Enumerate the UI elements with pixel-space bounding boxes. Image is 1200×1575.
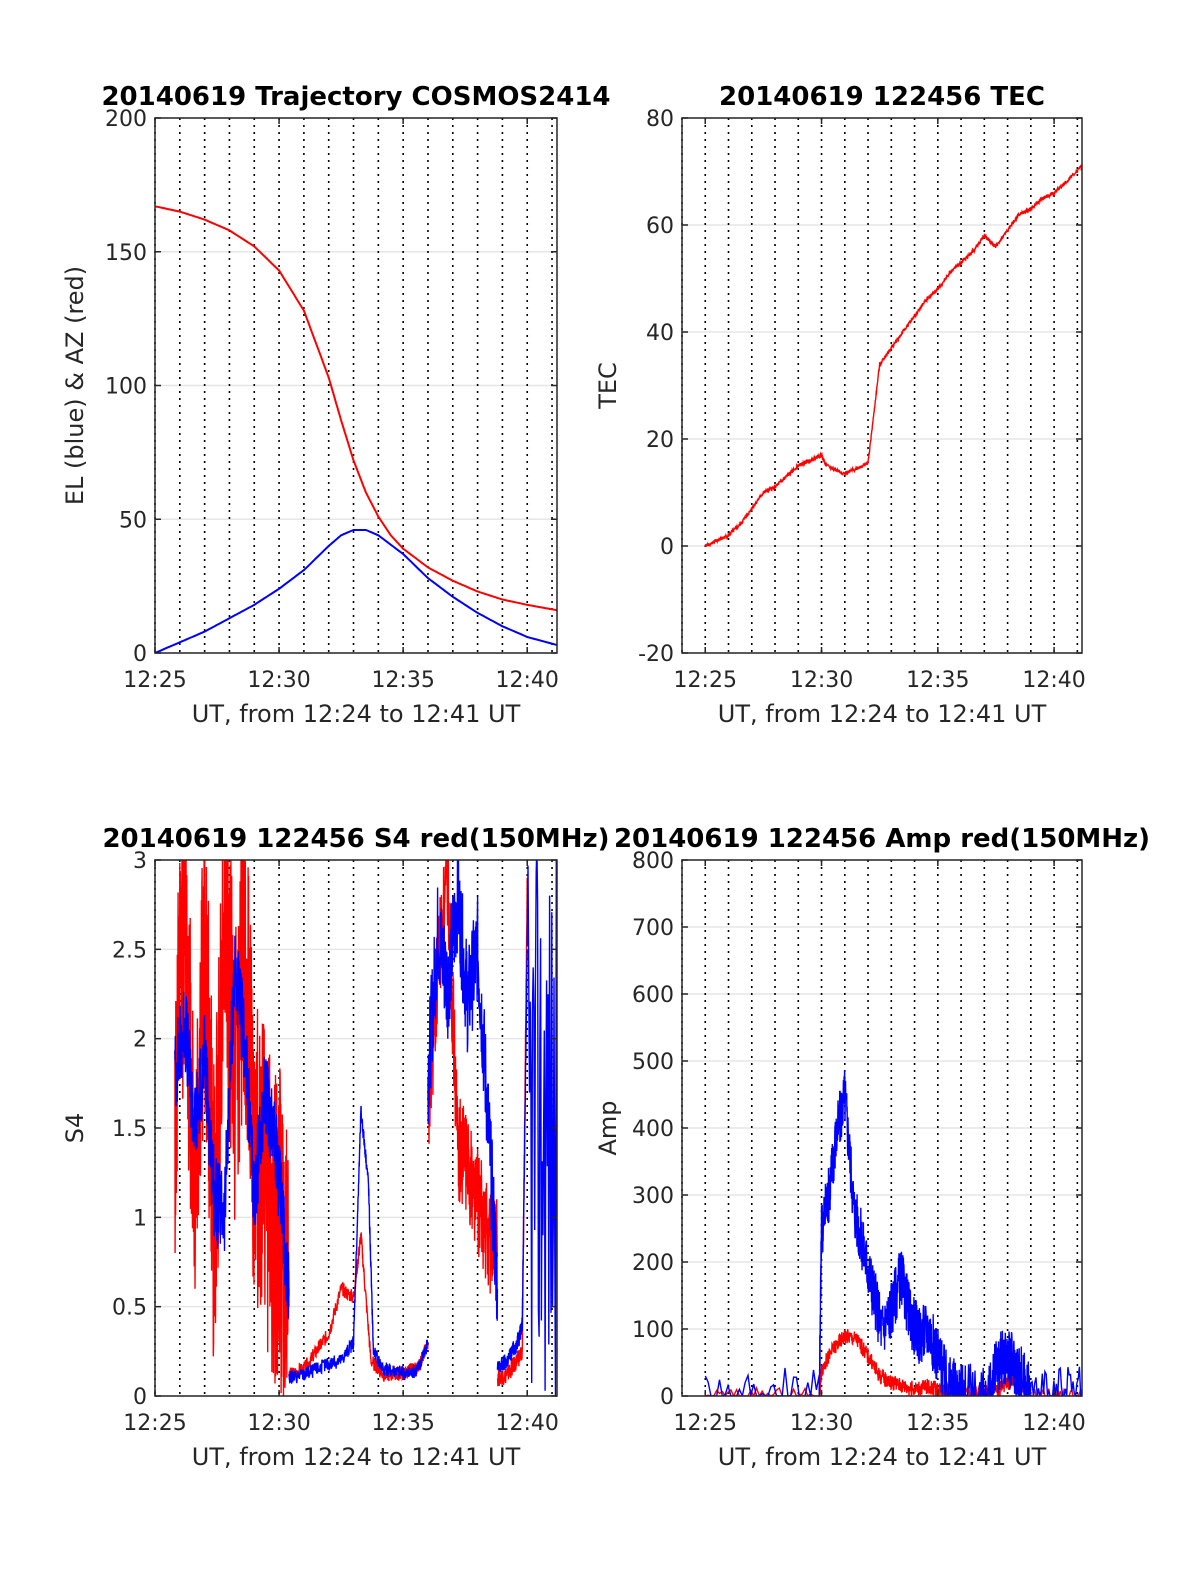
y-tick-label: 500 — [632, 1050, 674, 1075]
y-tick-label: 0 — [660, 535, 674, 560]
x-axis-label: UT, from 12:24 to 12:41 UT — [718, 700, 1047, 728]
y-tick-label: 200 — [632, 1251, 674, 1276]
y-tick-label: 100 — [105, 375, 147, 400]
y-tick-label: 2 — [133, 1028, 147, 1053]
x-axis-label: UT, from 12:24 to 12:41 UT — [192, 700, 521, 728]
y-axis-label: Amp — [594, 1100, 622, 1155]
chart-panel-3: 0 0.5 1 1.5 2 2.5 3 12:25 12:30 12:35 12:40 2014061… — [61, 824, 610, 1471]
series-line-8 — [496, 949, 528, 1372]
x-tick-label: 12:30 — [247, 1411, 310, 1436]
series-line-6 — [288, 1105, 429, 1384]
y-tick-label: 400 — [632, 1117, 674, 1142]
y-tick-label: 0.5 — [112, 1296, 147, 1321]
series-line-2 — [155, 529, 557, 653]
chart-title: 20140619 122456 TEC — [719, 82, 1045, 112]
y-tick-label: 0 — [660, 1385, 674, 1410]
y-tick-label: 0 — [133, 642, 147, 667]
y-tick-label: -20 — [638, 642, 674, 667]
x-tick-label: 12:30 — [247, 668, 310, 693]
series-line-1 — [155, 205, 557, 612]
x-tick-label: 12:25 — [123, 668, 186, 693]
chart-panel-1: 0 50 100 150 200 12:25 12:30 12:35 12:40 20140619… — [61, 82, 611, 728]
y-tick-label: 40 — [646, 321, 674, 346]
x-axis-label: UT, from 12:24 to 12:41 UT — [192, 1443, 521, 1471]
x-tick-label: 12:40 — [496, 668, 559, 693]
series-line-1 — [705, 1329, 1082, 1396]
y-tick-label: 80 — [646, 107, 674, 132]
chart-panel-2: -20 0 20 40 60 80 12:25 12:30 12:35 12:40 20140619… — [594, 82, 1086, 728]
y-tick-label: 50 — [119, 508, 147, 533]
x-tick-label: 12:40 — [1022, 668, 1085, 693]
chart-title: 20140619 122456 Amp red(150MHz) — [614, 824, 1150, 854]
x-tick-label: 12:40 — [496, 1411, 559, 1436]
series-line-9 — [526, 860, 557, 1396]
x-tick-label: 12:35 — [906, 668, 969, 693]
series-line-7 — [427, 860, 499, 1321]
y-tick-label: 2.5 — [112, 938, 147, 963]
y-tick-label: 200 — [105, 107, 147, 132]
x-tick-label: 12:40 — [1022, 1411, 1085, 1436]
x-tick-label: 12:25 — [674, 668, 737, 693]
y-tick-label: 1 — [133, 1206, 147, 1231]
chart-title: 20140619 Trajectory COSMOS2414 — [101, 82, 610, 112]
series-line-5 — [174, 935, 290, 1319]
y-tick-label: 20 — [646, 428, 674, 453]
y-tick-label: 1.5 — [112, 1117, 147, 1142]
y-tick-label: 3 — [133, 849, 147, 874]
y-axis-label: EL (blue) & AZ (red) — [61, 266, 89, 505]
axes-box — [681, 117, 1083, 654]
x-tick-label: 12:35 — [906, 1411, 969, 1436]
x-tick-label: 12:30 — [790, 1411, 853, 1436]
y-axis-label: TEC — [594, 362, 622, 410]
chart-panel-4: 0 100 200 300 400 500 600 700 800 12:25 12:30 12:35… — [594, 824, 1150, 1471]
x-tick-label: 12:25 — [674, 1411, 737, 1436]
x-tick-label: 12:30 — [790, 668, 853, 693]
y-axis-label: S4 — [61, 1113, 89, 1144]
x-tick-label: 12:35 — [371, 1411, 434, 1436]
y-tick-label: 100 — [632, 1318, 674, 1343]
x-tick-label: 12:25 — [123, 1411, 186, 1436]
series-line-2 — [704, 1070, 1082, 1396]
x-tick-label: 12:35 — [371, 668, 434, 693]
y-tick-label: 300 — [632, 1184, 674, 1209]
y-tick-label: 800 — [632, 849, 674, 874]
x-axis-label: UT, from 12:24 to 12:41 UT — [718, 1443, 1047, 1471]
y-tick-label: 700 — [632, 916, 674, 941]
y-tick-label: 150 — [105, 241, 147, 266]
y-tick-label: 60 — [646, 214, 674, 239]
y-tick-label: 600 — [632, 983, 674, 1008]
chart-title: 20140619 122456 S4 red(150MHz) — [102, 824, 609, 854]
series-line-1 — [704, 164, 1082, 548]
y-tick-label: 0 — [133, 1385, 147, 1410]
